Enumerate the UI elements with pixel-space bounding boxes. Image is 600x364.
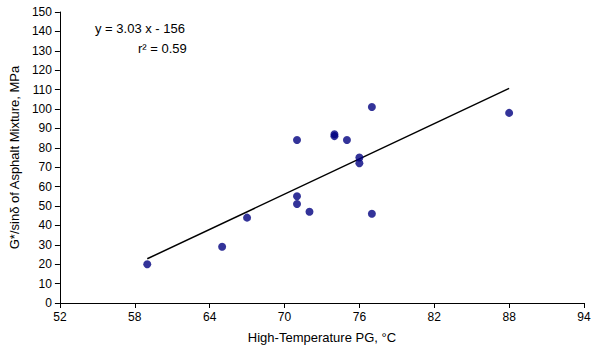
svg-text:88: 88 <box>502 310 516 324</box>
svg-text:90: 90 <box>39 121 53 135</box>
svg-text:70: 70 <box>39 160 53 174</box>
svg-text:0: 0 <box>45 296 52 310</box>
svg-text:82: 82 <box>428 310 442 324</box>
svg-text:G*/sinδ of Asphalt Mixture, MP: G*/sinδ of Asphalt Mixture, MPa <box>7 65 22 249</box>
svg-text:10: 10 <box>39 277 53 291</box>
svg-text:76: 76 <box>353 310 367 324</box>
svg-text:100: 100 <box>32 102 52 116</box>
svg-text:58: 58 <box>128 310 142 324</box>
svg-text:110: 110 <box>33 83 52 97</box>
svg-text:140: 140 <box>32 24 52 38</box>
svg-text:30: 30 <box>39 238 53 252</box>
svg-text:20: 20 <box>39 257 53 271</box>
svg-text:130: 130 <box>32 44 52 58</box>
svg-text:80: 80 <box>39 141 53 155</box>
svg-text:y = 3.03 x - 156: y = 3.03 x - 156 <box>95 21 185 36</box>
svg-text:120: 120 <box>32 63 52 77</box>
svg-text:52: 52 <box>53 310 67 324</box>
svg-text:High-Temperature PG, °C: High-Temperature PG, °C <box>248 330 396 345</box>
svg-text:50: 50 <box>39 199 53 213</box>
svg-text:64: 64 <box>203 310 217 324</box>
svg-text:70: 70 <box>278 310 292 324</box>
svg-text:r² = 0.59: r² = 0.59 <box>138 41 187 56</box>
svg-text:40: 40 <box>39 218 53 232</box>
svg-text:150: 150 <box>32 5 52 19</box>
svg-text:94: 94 <box>577 310 591 324</box>
svg-text:60: 60 <box>39 180 53 194</box>
